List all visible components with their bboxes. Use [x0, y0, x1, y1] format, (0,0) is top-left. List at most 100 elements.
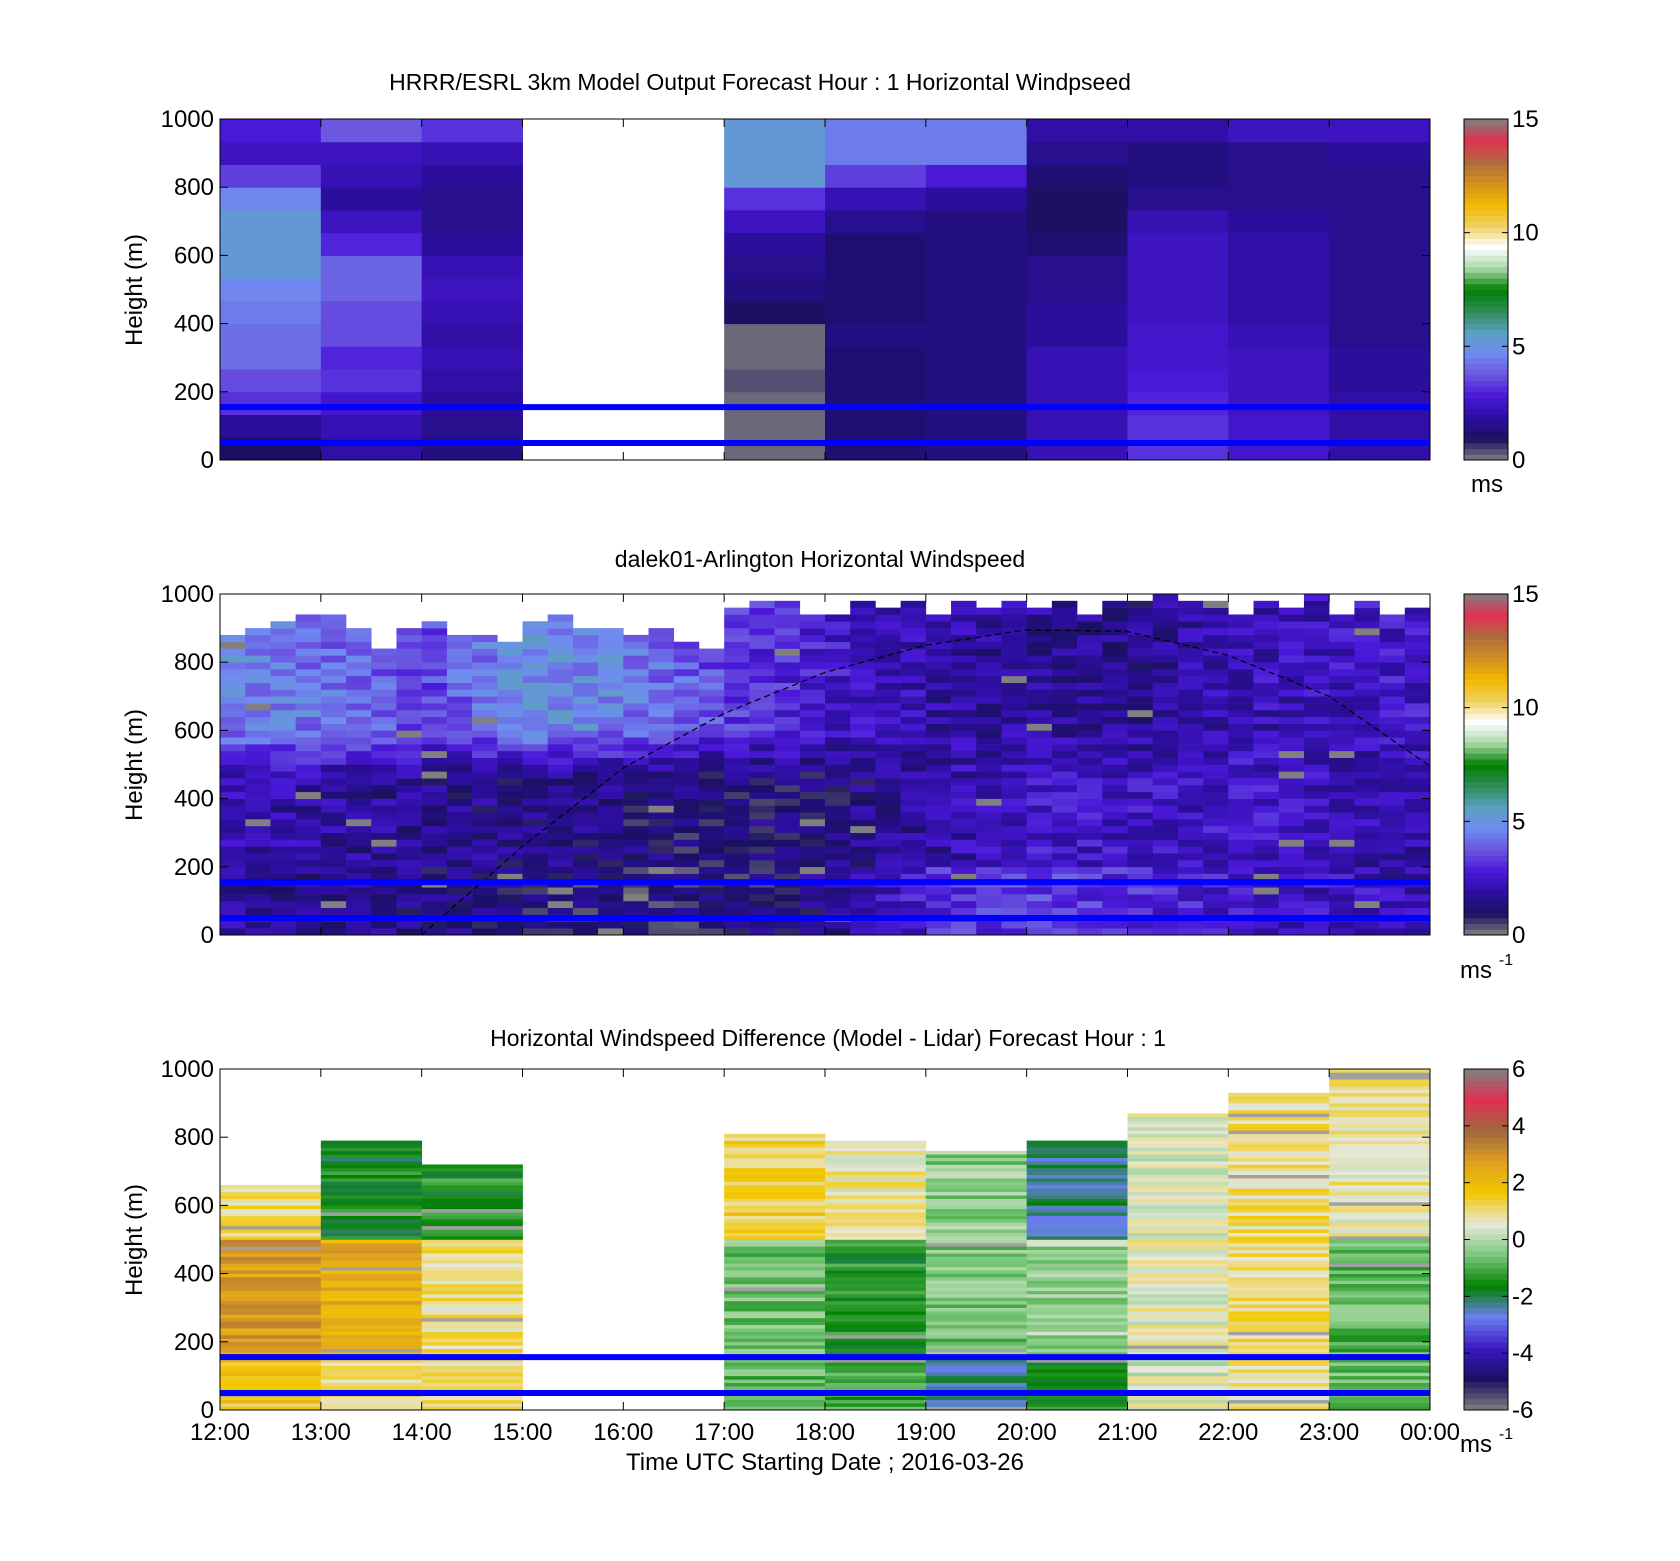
heatmap-cell	[220, 819, 246, 827]
heatmap-cell	[1278, 839, 1305, 847]
heatmap-cell	[673, 907, 700, 915]
heatmap-cell	[220, 825, 246, 833]
heatmap-cell	[799, 641, 826, 649]
heatmap-cell	[446, 866, 473, 874]
x-tick-label: 17:00	[694, 1419, 754, 1446]
heatmap-cell	[1379, 825, 1406, 833]
heatmap-cell	[724, 1174, 826, 1179]
heatmap-cell	[1203, 641, 1229, 649]
heatmap-cell	[1228, 232, 1330, 256]
heatmap-cell	[547, 812, 574, 820]
heatmap-cell	[1102, 614, 1128, 622]
heatmap-cell	[976, 778, 1002, 786]
heatmap-cell	[825, 655, 851, 663]
heatmap-cell	[1001, 846, 1027, 854]
heatmap-cell	[1026, 1232, 1128, 1237]
heatmap-cell	[1404, 819, 1431, 827]
heatmap-cell	[1379, 764, 1406, 772]
heatmap-cell	[749, 866, 775, 874]
heatmap-cell	[1051, 675, 1078, 683]
heatmap-cell	[1329, 1307, 1431, 1312]
heatmap-cell	[925, 1372, 1028, 1377]
heatmap-cell	[1102, 778, 1128, 786]
heatmap-cell	[220, 1229, 322, 1233]
heatmap-cell	[1404, 709, 1431, 718]
heatmap-cell	[749, 757, 775, 765]
heatmap-cell	[825, 730, 851, 738]
panel-model-x-ticks	[219, 119, 1431, 460]
heatmap-cell	[446, 737, 473, 745]
heatmap-cell	[850, 921, 876, 929]
heatmap-cell	[1077, 928, 1103, 936]
heatmap-cell	[421, 1365, 523, 1370]
heatmap-cell	[446, 853, 473, 861]
heatmap-cell	[900, 600, 927, 608]
heatmap-cell	[1329, 391, 1431, 416]
heatmap-cell	[320, 255, 423, 279]
heatmap-cell	[472, 839, 498, 847]
heatmap-cell	[1303, 737, 1330, 745]
heatmap-cell	[1026, 1345, 1128, 1349]
heatmap-cell	[472, 846, 498, 854]
heatmap-cell	[446, 798, 473, 806]
heatmap-cell	[925, 1375, 1028, 1380]
heatmap-cell	[1404, 641, 1431, 649]
heatmap-cell	[1127, 1328, 1229, 1332]
heatmap-cell	[1026, 1174, 1128, 1179]
heatmap-cell	[1026, 709, 1053, 718]
heatmap-cell	[1177, 784, 1204, 793]
heatmap-cell	[976, 737, 1002, 745]
heatmap-cell	[1127, 1283, 1229, 1288]
heatmap-cell	[749, 703, 775, 711]
heatmap-cell	[1127, 1113, 1229, 1118]
heatmap-cell	[875, 614, 901, 622]
heatmap-cell	[1329, 300, 1431, 325]
heatmap-cell	[396, 798, 422, 806]
heatmap-cell	[1102, 900, 1128, 909]
heatmap-cell	[497, 744, 523, 752]
heatmap-cell	[1278, 928, 1305, 936]
heatmap-cell	[270, 648, 296, 656]
heatmap-cell	[1278, 614, 1305, 622]
heatmap-cell	[1127, 1150, 1229, 1155]
heatmap-cell	[951, 832, 977, 840]
colorbar-segment	[1464, 611, 1508, 618]
colorbar-segment	[1464, 1392, 1508, 1400]
heatmap-cell	[1051, 771, 1078, 779]
heatmap-cell	[1152, 832, 1179, 840]
heatmap-cell	[925, 164, 1028, 188]
heatmap-cell	[724, 682, 750, 690]
heatmap-cell	[320, 391, 423, 416]
heatmap-cell	[673, 696, 700, 704]
heatmap-cell	[976, 784, 1002, 793]
heatmap-cell	[1127, 1205, 1229, 1210]
heatmap-cell	[825, 1181, 927, 1186]
heatmap-cell	[320, 1198, 423, 1203]
heatmap-cell	[1303, 921, 1330, 929]
heatmap-cell	[925, 709, 952, 718]
colorbar-segment	[1464, 1353, 1508, 1360]
heatmap-cell	[1228, 1246, 1330, 1251]
heatmap-cell	[799, 750, 826, 758]
heatmap-cell	[1177, 655, 1204, 663]
heatmap-cell	[1329, 1072, 1431, 1077]
heatmap-cell	[951, 784, 977, 793]
heatmap-cell	[320, 1386, 423, 1390]
heatmap-cell	[825, 1171, 927, 1176]
heatmap-cell	[1354, 600, 1380, 608]
heatmap-cell	[1026, 414, 1128, 438]
heatmap-cell	[825, 737, 851, 745]
heatmap-cell	[925, 757, 952, 765]
heatmap-cell	[1026, 391, 1128, 416]
heatmap-cell	[572, 730, 599, 738]
heatmap-cell	[346, 703, 372, 711]
heatmap-cell	[1329, 1396, 1431, 1401]
heatmap-cell	[396, 669, 422, 677]
heatmap-cell	[1127, 716, 1154, 724]
heatmap-cell	[1303, 894, 1330, 902]
heatmap-cell	[825, 1369, 927, 1373]
panel-model: HRRR/ESRL 3km Model Output Forecast Hour…	[121, 69, 1539, 498]
colorbar-segment	[1464, 1302, 1508, 1309]
heatmap-cell	[724, 1324, 826, 1329]
heatmap-cell	[774, 662, 801, 670]
